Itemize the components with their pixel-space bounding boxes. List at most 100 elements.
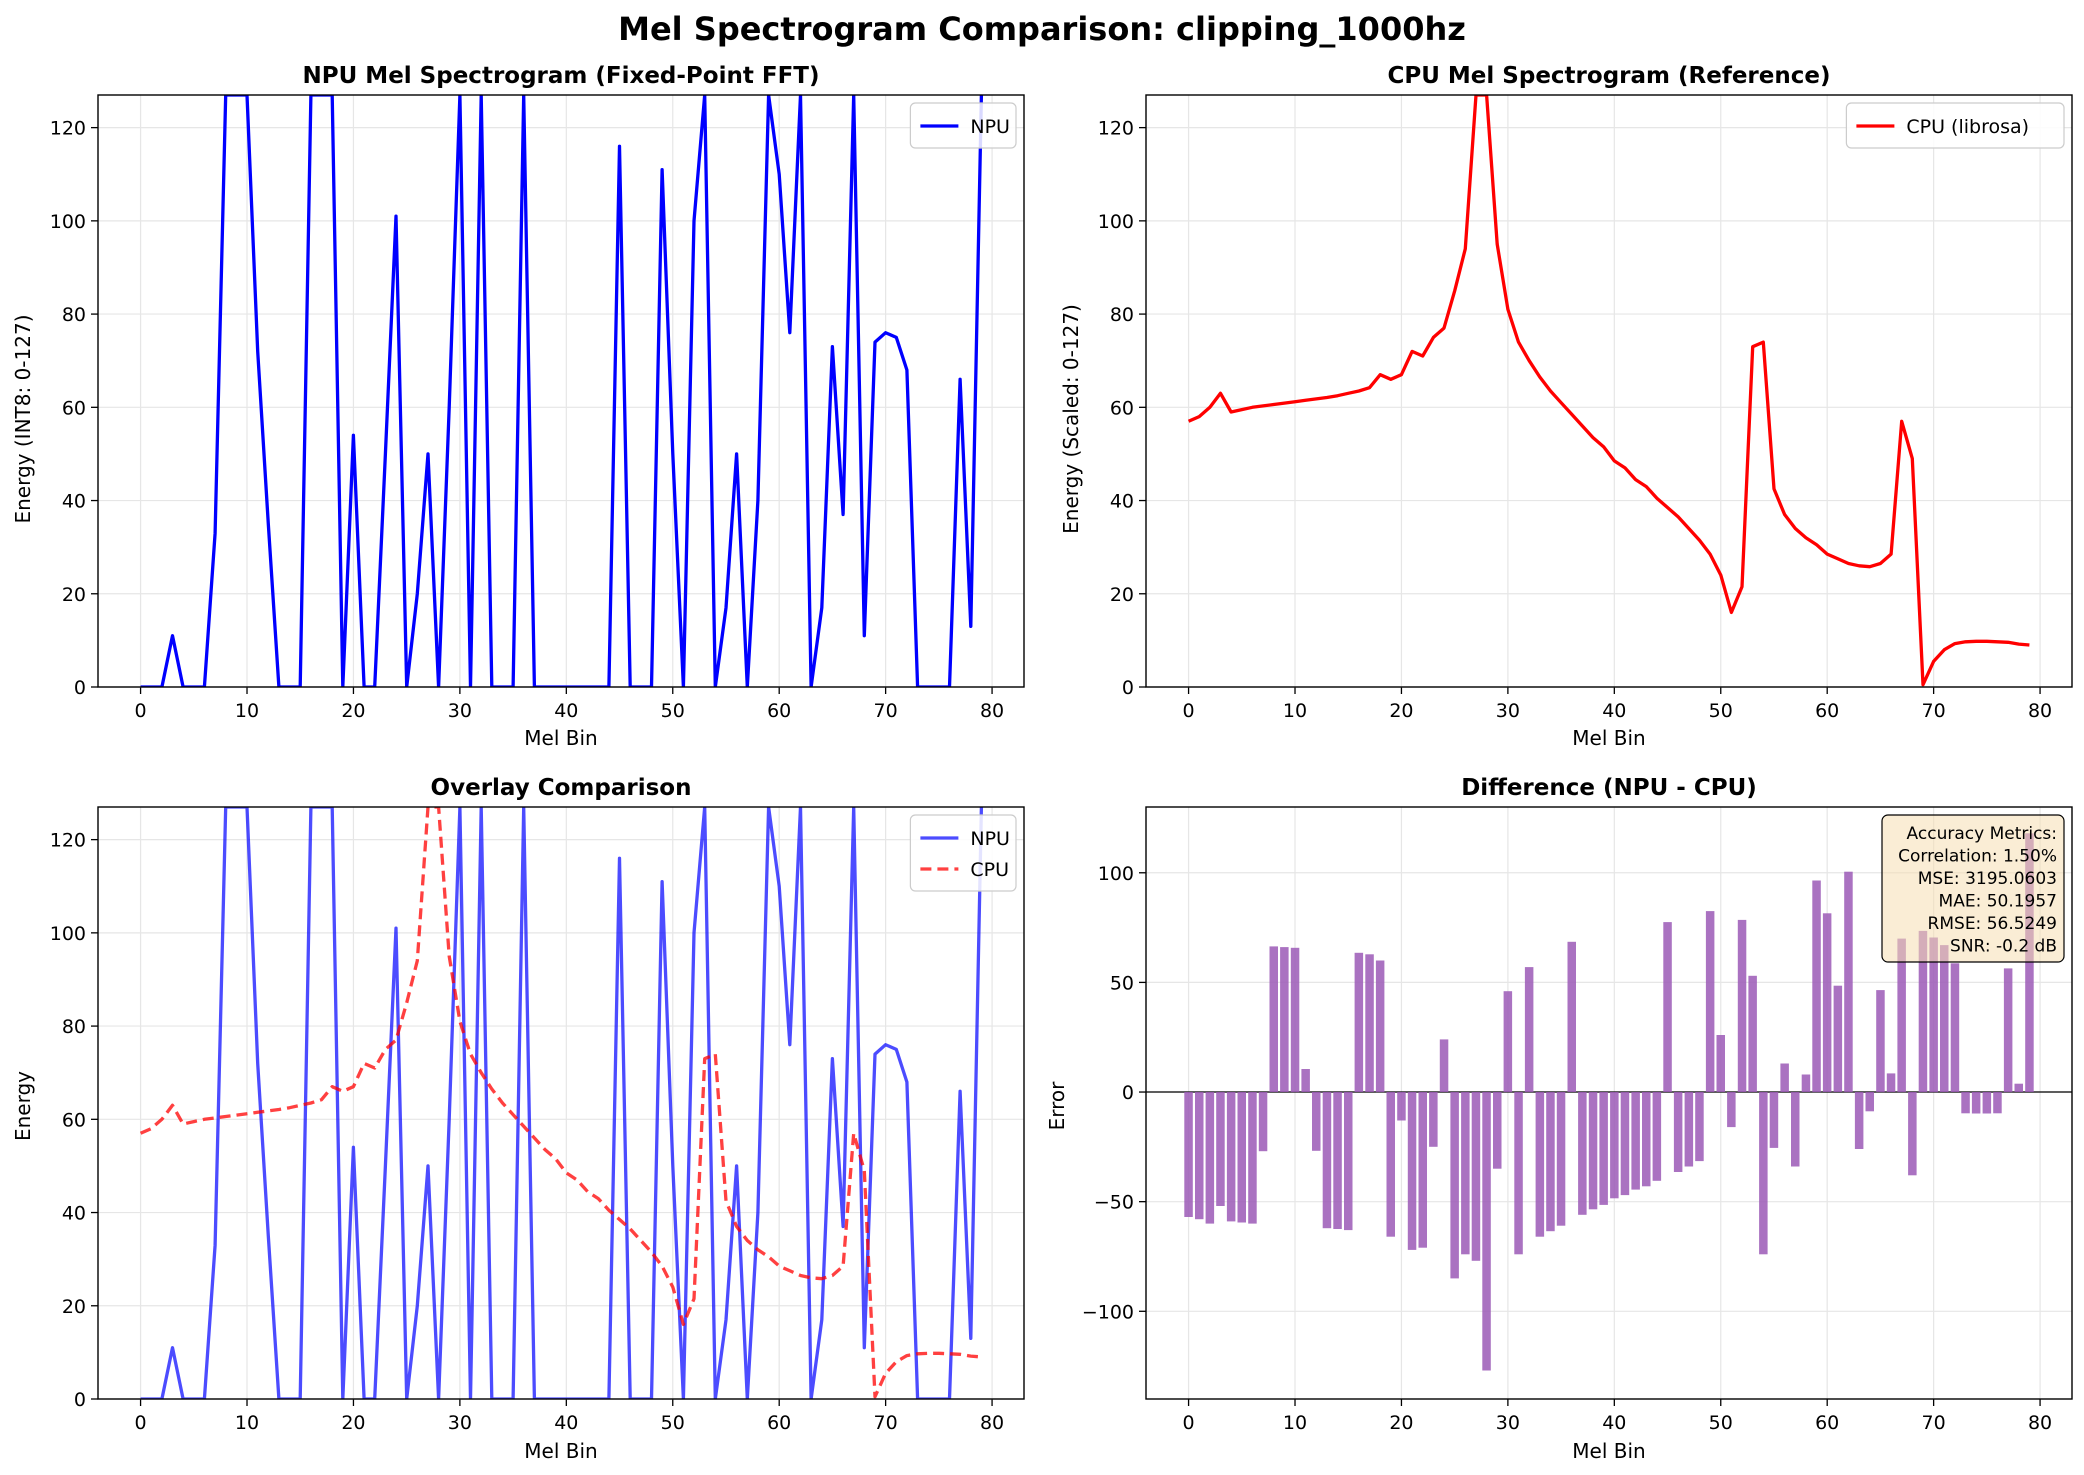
x-tick-label: 0 <box>135 700 147 722</box>
bar <box>1258 1092 1268 1152</box>
bar <box>1642 1092 1651 1187</box>
figure-suptitle: Mel Spectrogram Comparison: clipping_100… <box>618 10 1466 48</box>
metrics-line: SNR: -0.2 dB <box>1950 937 2057 957</box>
x-tick-label: 70 <box>1922 700 1946 722</box>
bar <box>1365 954 1374 1092</box>
panel-npu-ylabel: Energy (INT8: 0-127) <box>11 315 35 524</box>
bar <box>1769 1092 1779 1148</box>
bar <box>1737 919 1747 1092</box>
bar <box>1567 941 1576 1092</box>
y-tick-label: 40 <box>62 1203 86 1225</box>
bar <box>1375 960 1385 1093</box>
x-tick-label: 30 <box>1496 700 1520 722</box>
bar <box>1854 1092 1864 1149</box>
axes-frame <box>97 806 1025 1400</box>
legend-box <box>1845 102 2065 149</box>
x-tick-label: 50 <box>661 1412 685 1434</box>
bar <box>1833 985 1843 1092</box>
bar <box>1461 1092 1470 1255</box>
x-tick-label: 30 <box>1496 1412 1520 1434</box>
panel-npu-title: NPU Mel Spectrogram (Fixed-Point FFT) <box>303 63 820 89</box>
bar <box>1663 922 1672 1092</box>
panel-npu-xlabel: Mel Bin <box>524 726 597 750</box>
bar <box>1269 946 1278 1092</box>
legend-label: CPU (librosa) <box>1906 116 2029 138</box>
bar <box>2025 833 2034 1092</box>
y-tick-label: 0 <box>74 1389 86 1411</box>
y-tick-label: 0 <box>1122 677 1134 699</box>
bar <box>1822 913 1832 1092</box>
metrics-line: Correlation: 1.50% <box>1898 847 2057 867</box>
bar <box>1556 1092 1566 1226</box>
panel-overlay-ylabel: Energy <box>11 1071 35 1141</box>
legend-box <box>909 102 1017 149</box>
x-tick-label: 0 <box>135 1412 147 1434</box>
x-tick-label: 20 <box>341 1412 365 1434</box>
bar <box>1216 1092 1225 1206</box>
bar <box>1908 1092 1917 1176</box>
x-tick-label: 70 <box>1922 1412 1946 1434</box>
bar <box>1195 1092 1204 1220</box>
y-tick-label: 50 <box>1110 972 1134 994</box>
bar <box>1695 1092 1704 1162</box>
panel-overlay: Overlay Comparison Mel Bin Energy 0 10 20 3… <box>11 775 1025 1463</box>
axes-frame <box>97 94 1025 688</box>
panel-cpu-spectrogram: CPU Mel Spectrogram (Reference) Mel Bin … <box>1059 63 2073 750</box>
y-tick-label: 120 <box>50 830 86 852</box>
y-tick-label: 100 <box>50 923 86 945</box>
bar <box>1982 1092 1992 1114</box>
bar <box>1546 1092 1555 1232</box>
x-tick-label: 50 <box>1709 700 1733 722</box>
x-tick-label: 60 <box>767 1412 791 1434</box>
x-tick-label: 60 <box>1815 1412 1839 1434</box>
plot-area <box>1187 95 2030 687</box>
x-tick-label: 30 <box>448 700 472 722</box>
bar <box>1429 1092 1438 1147</box>
bar <box>1588 1092 1598 1210</box>
y-tick-label: 0 <box>1122 1082 1134 1104</box>
y-tick-label: 120 <box>50 118 86 140</box>
bar <box>1748 975 1757 1092</box>
bar <box>1439 1039 1449 1092</box>
panel-difference: Difference (NPU - CPU) Mel Bin Error 0 10… <box>1045 775 2073 1463</box>
x-tick-label: 20 <box>1389 700 1413 722</box>
axes-frame <box>1145 806 2073 1400</box>
series-line-npu <box>140 807 984 1399</box>
bar <box>1727 1092 1736 1128</box>
plot-area <box>1146 833 2072 1371</box>
x-tick-label: 40 <box>554 1412 578 1434</box>
bar <box>2014 1083 2023 1092</box>
bar <box>1226 1092 1236 1222</box>
y-tick-label: 60 <box>1110 397 1134 419</box>
bar <box>1993 1092 2002 1114</box>
bar <box>1886 1073 1896 1092</box>
bar <box>1280 947 1289 1092</box>
legend-label: NPU <box>970 828 1010 850</box>
bar <box>1759 1092 1768 1255</box>
panel-npu-spectrogram: NPU Mel Spectrogram (Fixed-Point FFT) Me… <box>11 63 1025 750</box>
bar <box>1418 1092 1427 1248</box>
plot-area <box>139 807 984 1399</box>
x-tick-label: 60 <box>767 700 791 722</box>
bar <box>1705 911 1715 1092</box>
y-tick-label: 20 <box>1110 584 1134 606</box>
y-tick-label: 80 <box>1110 304 1134 326</box>
bar <box>1961 1092 1970 1114</box>
bar <box>1780 1063 1789 1092</box>
x-tick-label: 10 <box>235 700 259 722</box>
bar <box>1514 1092 1523 1255</box>
y-tick-label: −100 <box>1082 1301 1134 1323</box>
y-tick-label: 80 <box>62 304 86 326</box>
y-tick-label: 60 <box>62 397 86 419</box>
y-tick-label: 80 <box>62 1016 86 1038</box>
x-tick-label: 50 <box>1709 1412 1733 1434</box>
bar <box>1918 930 1928 1093</box>
y-tick-label: 40 <box>1110 491 1134 513</box>
x-tick-label: 80 <box>2028 1412 2052 1434</box>
x-tick-label: 10 <box>1283 1412 1307 1434</box>
bar <box>1535 1092 1545 1237</box>
metrics-line: MSE: 3195.0603 <box>1918 869 2057 889</box>
y-tick-label: 100 <box>50 211 86 233</box>
x-tick-label: 10 <box>235 1412 259 1434</box>
bar <box>1876 990 1885 1093</box>
